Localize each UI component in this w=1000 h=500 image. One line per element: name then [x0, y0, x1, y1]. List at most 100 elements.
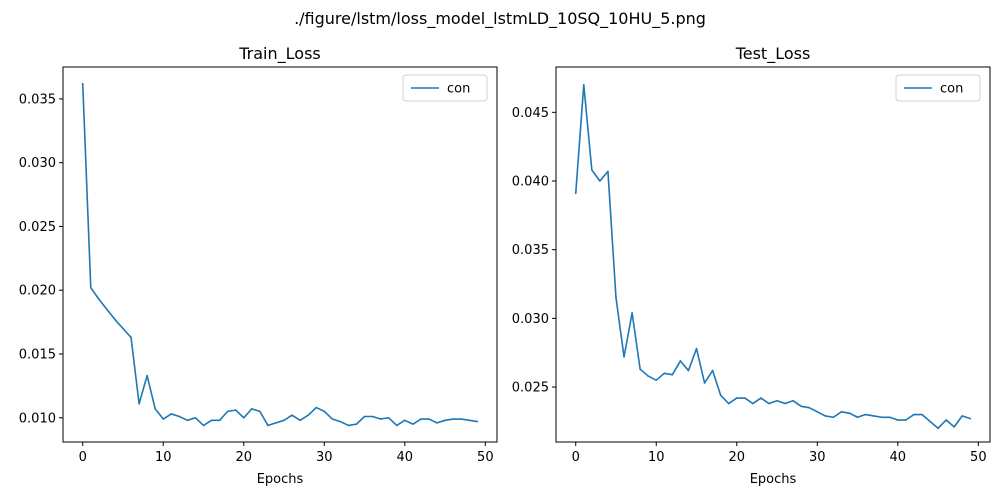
test-loss-data-point: [615, 296, 617, 299]
train-loss-legend-box: [402, 74, 488, 102]
test-loss-data-point: [655, 379, 658, 381]
test-loss-x-tick-label: 10: [648, 450, 665, 465]
test-loss-data-point: [663, 372, 666, 375]
test-loss-data-point: [591, 169, 593, 171]
train-loss-y-tick-label: 0.010: [19, 411, 56, 426]
train-loss-x-tick-label: 40: [397, 450, 414, 465]
test-loss-x-tick-label: 30: [809, 450, 826, 465]
train-loss-data-point: [315, 406, 318, 409]
test-loss-data-point: [848, 412, 851, 414]
train-loss-plot-frame: [62, 66, 498, 443]
train-loss-data-point: [226, 410, 229, 413]
test-loss-data-point: [639, 368, 641, 370]
test-loss-data-point: [864, 413, 867, 416]
train-loss-legend: con: [402, 74, 488, 102]
train-loss-x-tick-label: 0: [79, 450, 87, 465]
train-loss-data-point: [275, 422, 277, 424]
test-loss-y-tick-label: 0.035: [512, 243, 549, 258]
test-loss-data-point: [808, 406, 811, 409]
train-loss-x-tick-label: 50: [477, 450, 494, 465]
train-loss-data-point: [476, 420, 479, 423]
test-loss-axes: Test_Loss 0 10 20 30 40 50 0.025 0.030 0.035 0.040…: [512, 44, 991, 487]
test-loss-series-con-line: [574, 84, 971, 430]
figure-suptitle: ./figure/lstm/loss_model_lstmLD_10SQ_10H…: [294, 9, 706, 29]
train-loss-data-point: [379, 418, 382, 420]
train-loss-data-point: [106, 308, 108, 311]
train-loss-data-point: [138, 402, 140, 405]
test-loss-data-point: [703, 382, 706, 384]
test-loss-y-tick-label: 0.045: [512, 106, 549, 121]
test-loss-data-point: [784, 402, 786, 405]
train-loss-data-point: [371, 415, 374, 418]
train-loss-data-point: [347, 424, 350, 427]
train-loss-data-point: [283, 419, 285, 422]
test-loss-data-point: [599, 180, 601, 182]
test-loss-data-point: [623, 356, 625, 358]
test-loss-x-axis-label: Epochs: [750, 472, 797, 487]
test-loss-data-point: [832, 416, 835, 419]
train-loss-data-point: [468, 419, 471, 422]
train-loss-data-point: [178, 415, 181, 418]
test-loss-data-point: [752, 402, 754, 405]
train-loss-data-point: [452, 418, 454, 420]
train-loss-data-point: [444, 419, 446, 422]
train-loss-data-point: [420, 418, 422, 420]
test-loss-data-point: [607, 170, 609, 173]
test-loss-data-point: [824, 415, 827, 417]
train-loss-data-point: [436, 422, 438, 424]
test-loss-data-point: [880, 416, 883, 419]
train-loss-data-point: [114, 318, 116, 321]
train-loss-x-axis-label: Epochs: [257, 472, 304, 487]
test-loss-data-point: [727, 402, 730, 405]
train-loss-data-point: [210, 419, 213, 422]
train-loss-data-point: [218, 419, 221, 422]
train-loss-data-point: [186, 419, 189, 422]
train-loss-data-point: [307, 414, 309, 417]
test-loss-data-point: [913, 413, 915, 416]
test-loss-data-point: [921, 413, 923, 416]
test-loss-title: Test_Loss: [735, 44, 811, 64]
train-loss-data-point: [331, 418, 334, 420]
test-loss-data-point: [888, 416, 891, 419]
test-loss-plot-frame: [555, 66, 991, 443]
test-loss-y-tick-label: 0.025: [512, 381, 549, 396]
test-loss-data-point: [768, 402, 770, 405]
train-loss-data-point: [89, 286, 92, 289]
train-loss-axes: Train_Loss 0 10 20 30 40 50 0.010 0.015 0.020 0.02…: [19, 44, 498, 487]
train-loss-title: Train_Loss: [238, 44, 320, 64]
train-loss-y-tick-label: 0.030: [19, 156, 56, 171]
test-loss-data-point: [816, 410, 819, 413]
test-loss-legend-box: [895, 74, 981, 102]
train-loss-data-point: [146, 374, 148, 377]
train-loss-data-point: [355, 423, 358, 425]
train-loss-data-point: [98, 298, 100, 300]
train-loss-data-point: [234, 409, 237, 411]
train-loss-data-point: [404, 419, 406, 422]
test-loss-data-point: [647, 375, 649, 377]
train-loss-data-point: [122, 327, 124, 330]
test-loss-data-point: [735, 397, 738, 399]
test-loss-data-point: [711, 369, 714, 372]
train-loss-legend-label: con: [447, 82, 470, 97]
test-loss-data-point: [776, 399, 778, 402]
train-loss-data-point: [460, 418, 462, 420]
test-loss-data-point: [671, 373, 674, 376]
train-loss-y-tick-label: 0.025: [19, 220, 56, 235]
train-loss-data-point: [259, 410, 261, 413]
test-loss-data-point: [929, 420, 931, 423]
train-loss-data-point: [412, 423, 414, 425]
test-loss-x-tick-label: 20: [728, 450, 745, 465]
test-loss-data-point: [760, 397, 762, 399]
test-loss-legend-label: con: [940, 82, 963, 97]
test-loss-legend: con: [895, 74, 981, 102]
test-loss-data-point: [679, 360, 682, 362]
test-loss-data-point: [719, 394, 722, 397]
test-loss-data-point: [792, 399, 794, 402]
train-loss-y-tick-label: 0.020: [19, 284, 56, 299]
test-loss-y-tick-label: 0.030: [512, 312, 549, 327]
train-loss-data-point: [395, 424, 398, 427]
test-loss-data-point: [574, 192, 577, 195]
test-loss-data-point: [969, 417, 972, 420]
train-loss-y-tick-label: 0.035: [19, 92, 56, 107]
